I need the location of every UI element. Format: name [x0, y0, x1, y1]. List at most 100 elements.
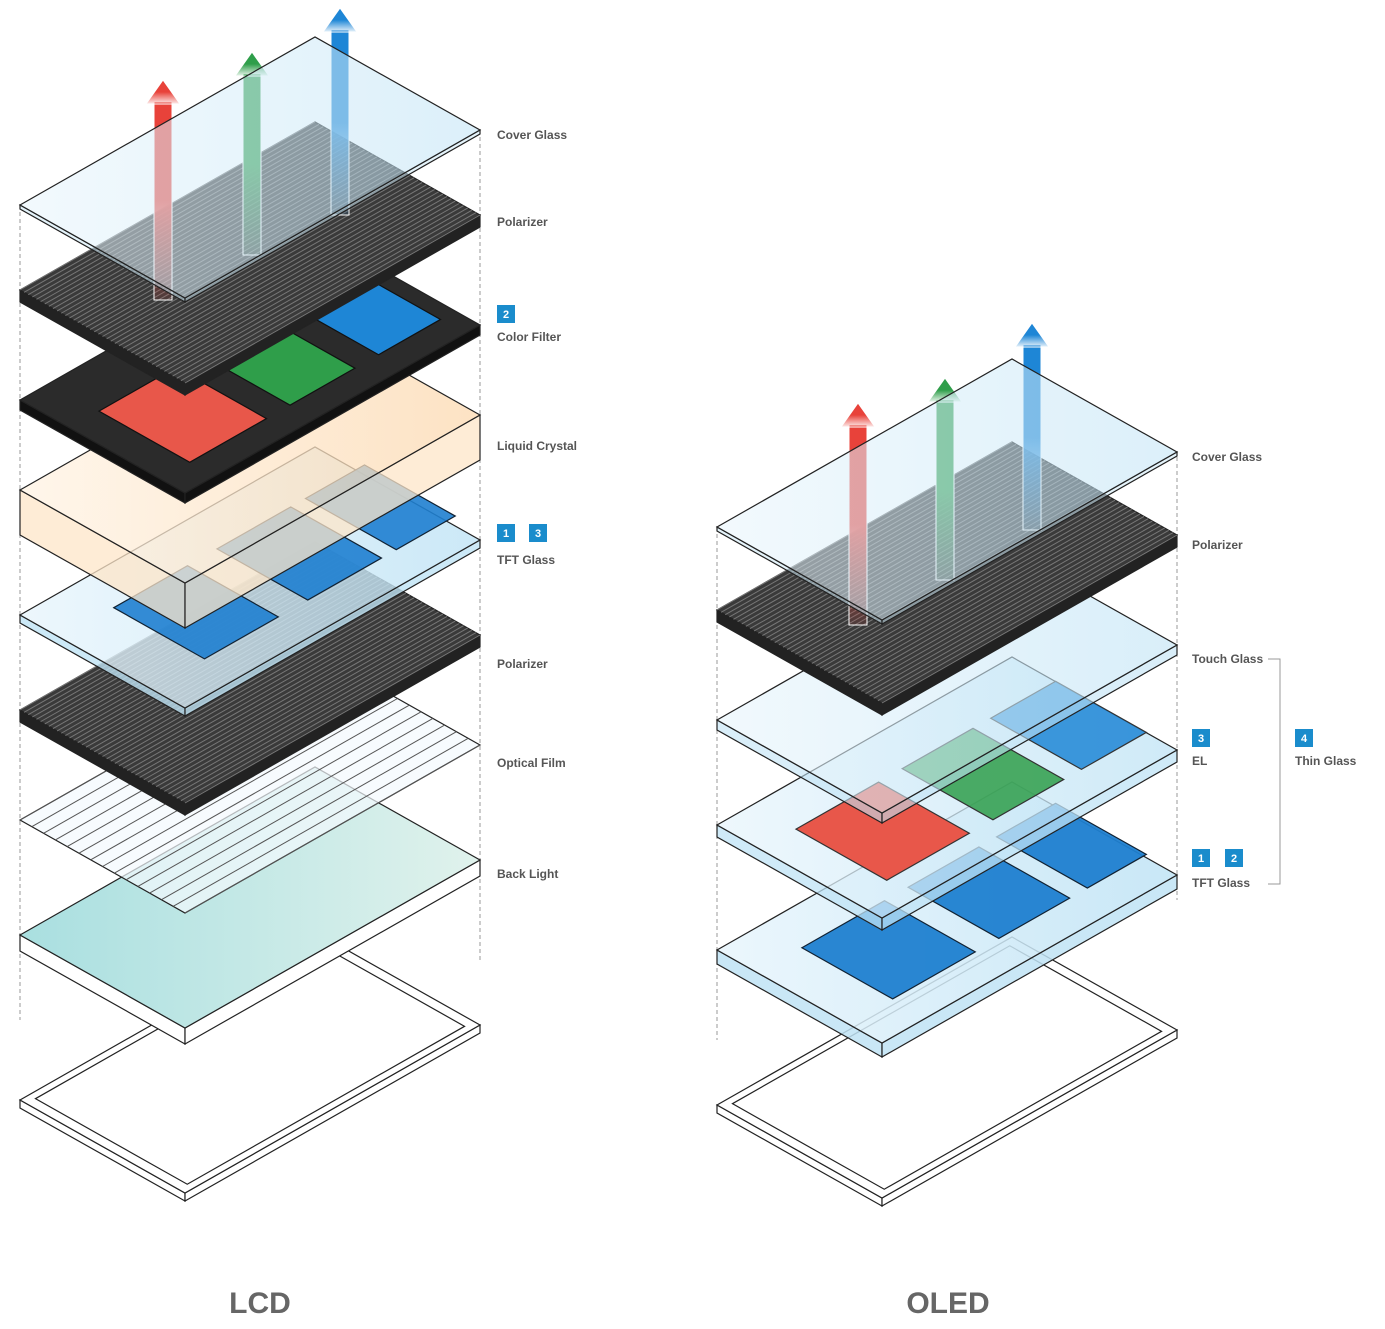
film-ridge — [102, 698, 398, 867]
ridge — [164, 622, 460, 792]
layer-label: Touch Glass — [1192, 652, 1263, 666]
layer-label: Polarizer — [497, 657, 548, 671]
ridge — [127, 602, 423, 771]
ridge — [151, 195, 448, 365]
ridge — [836, 508, 1132, 678]
ridge — [852, 518, 1149, 688]
ridge — [143, 611, 439, 781]
badge — [1225, 849, 1243, 867]
layer-label: Polarizer — [1192, 538, 1243, 552]
ridge — [147, 193, 444, 363]
ridge — [840, 511, 1136, 681]
ridge — [151, 615, 448, 785]
ridge — [160, 200, 456, 370]
ridge — [135, 186, 431, 356]
film-ridge — [161, 731, 457, 901]
ridge — [819, 499, 1116, 669]
group-label: Thin Glass — [1295, 754, 1357, 768]
ridge — [172, 627, 468, 797]
ridge — [176, 629, 472, 799]
ridge — [131, 184, 427, 354]
group-bracket — [1268, 658, 1281, 885]
ridge — [828, 504, 1124, 674]
ridge — [857, 520, 1153, 690]
layer-label: Optical Film — [497, 756, 566, 770]
ridge — [873, 529, 1169, 699]
ridge — [168, 205, 464, 375]
lcd-labels: Cover Glass Polarizer 2 Color Filter Liq… — [229, 128, 577, 1320]
arrow-head — [1014, 322, 1050, 348]
ridge — [168, 625, 464, 795]
arrow-head — [840, 402, 876, 428]
badge-text: 3 — [535, 528, 541, 540]
ridge — [176, 209, 472, 379]
diagram-title: OLED — [906, 1287, 989, 1320]
film-ridge — [137, 717, 434, 887]
badge-text: 1 — [1198, 853, 1204, 865]
ridge — [844, 513, 1141, 683]
ridge — [131, 604, 427, 774]
ridge — [155, 198, 452, 368]
film-ridge — [114, 704, 410, 874]
layer-label: Cover Glass — [1192, 450, 1262, 464]
ridge — [147, 613, 444, 783]
badge-text: 1 — [503, 528, 509, 540]
layer-label: Liquid Crystal — [497, 439, 577, 453]
ridge — [160, 620, 456, 790]
ridge — [180, 632, 477, 802]
film-ridge — [172, 737, 469, 907]
ridge — [861, 522, 1157, 692]
ridge — [180, 212, 477, 382]
badge — [1295, 729, 1313, 747]
oled-labels: Cover Glass Polarizer Touch Glass 3 EL 1… — [906, 450, 1356, 1320]
ridge — [143, 191, 439, 361]
diagram-title: LCD — [229, 1287, 291, 1320]
badge-text: 4 — [1301, 733, 1308, 745]
badge-text: 2 — [1231, 853, 1237, 865]
badge — [529, 524, 547, 542]
ridge — [114, 595, 411, 764]
film-ridge — [125, 711, 422, 881]
ridge — [127, 182, 423, 351]
layer-label: Polarizer — [497, 215, 548, 229]
ridge — [172, 207, 468, 377]
ridge — [832, 506, 1128, 676]
ridge — [815, 497, 1112, 667]
layer-label: Color Filter — [497, 330, 561, 344]
ridge — [824, 502, 1120, 671]
badge — [1192, 729, 1210, 747]
layer-label: EL — [1192, 754, 1207, 768]
ridge — [139, 608, 435, 778]
ridge — [155, 618, 452, 788]
layer-art — [18, 7, 1179, 1208]
cf-red — [97, 366, 268, 463]
film-ridge — [149, 724, 445, 894]
arrow-head — [322, 7, 358, 33]
badge — [497, 305, 515, 323]
layer-label: TFT Glass — [1192, 876, 1250, 890]
badge — [1192, 849, 1210, 867]
badge — [497, 524, 515, 542]
ridge — [139, 188, 435, 358]
ridge — [122, 599, 419, 769]
cover-glass — [715, 358, 1179, 621]
layer-label: Back Light — [497, 867, 558, 881]
cover-glass — [18, 36, 482, 299]
ridge — [184, 214, 481, 384]
badge-text: 3 — [1198, 733, 1204, 745]
film-ridge — [184, 744, 481, 914]
ridge — [135, 606, 431, 776]
ridge — [881, 534, 1178, 704]
ridge — [164, 202, 460, 372]
layer-label: TFT Glass — [497, 553, 555, 567]
ridge — [865, 525, 1161, 695]
badge-text: 2 — [503, 309, 509, 321]
ridge — [118, 177, 415, 347]
ridge — [114, 175, 411, 344]
ridge — [184, 634, 481, 804]
ridge — [869, 527, 1165, 697]
ridge — [848, 515, 1145, 685]
arrow-head — [145, 79, 181, 105]
ridge — [110, 592, 406, 762]
